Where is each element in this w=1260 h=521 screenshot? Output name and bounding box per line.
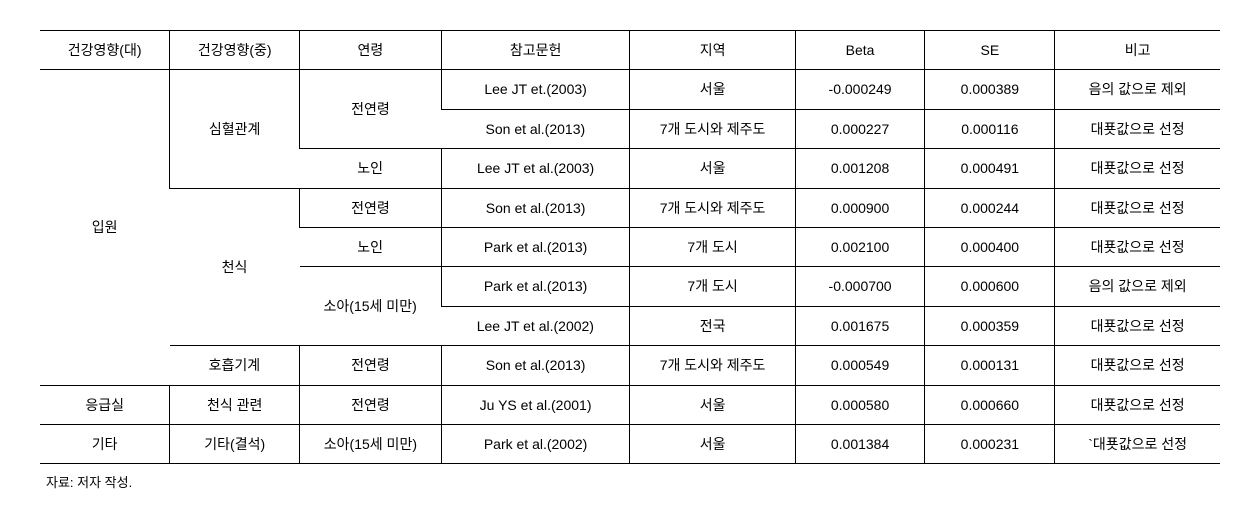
cell-ref: Park et al.(2013)	[441, 267, 630, 306]
col-header-cat1: 건강영향(대)	[40, 31, 170, 70]
col-header-age: 연령	[300, 31, 442, 70]
cell-age: 노인	[300, 149, 442, 188]
cell-beta: 0.000580	[795, 385, 925, 424]
cell-ref: Lee JT et al.(2002)	[441, 306, 630, 345]
cell-beta: 0.001384	[795, 424, 925, 463]
cell-se: 0.000600	[925, 267, 1055, 306]
cell-region: 7개 도시	[630, 267, 795, 306]
cell-region: 서울	[630, 70, 795, 109]
cell-cat1: 응급실	[40, 385, 170, 424]
cell-cat1: 입원	[40, 70, 170, 385]
cell-note: 대푯값으로 선정	[1055, 188, 1220, 227]
cell-cat2: 심혈관계	[170, 70, 300, 188]
cell-region: 서울	[630, 385, 795, 424]
col-header-ref: 참고문헌	[441, 31, 630, 70]
cell-se: 0.000116	[925, 109, 1055, 148]
cell-beta: 0.002100	[795, 227, 925, 266]
table-header-row: 건강영향(대)건강영향(중)연령참고문헌지역BetaSE비고	[40, 31, 1220, 70]
cell-se: 0.000660	[925, 385, 1055, 424]
cell-se: 0.000244	[925, 188, 1055, 227]
cell-beta: 0.001675	[795, 306, 925, 345]
table-row: 천식전연령Son et al.(2013)7개 도시와 제주도0.0009000…	[40, 188, 1220, 227]
cell-region: 서울	[630, 424, 795, 463]
cell-se: 0.000359	[925, 306, 1055, 345]
cell-note: 대푯값으로 선정	[1055, 109, 1220, 148]
cell-ref: Lee JT et.(2003)	[441, 70, 630, 109]
cell-cat1: 기타	[40, 424, 170, 463]
cell-beta: -0.000700	[795, 267, 925, 306]
cell-cat2: 기타(결석)	[170, 424, 300, 463]
col-header-note: 비고	[1055, 31, 1220, 70]
cell-se: 0.000389	[925, 70, 1055, 109]
cell-age: 노인	[300, 227, 442, 266]
cell-region: 서울	[630, 149, 795, 188]
cell-ref: Lee JT et al.(2003)	[441, 149, 630, 188]
cell-cat2: 천식 관련	[170, 385, 300, 424]
cell-age: 전연령	[300, 346, 442, 385]
cell-age: 전연령	[300, 70, 442, 149]
cell-note: 대푯값으로 선정	[1055, 149, 1220, 188]
cell-age: 전연령	[300, 385, 442, 424]
cell-beta: 0.000227	[795, 109, 925, 148]
cell-note: 음의 값으로 제외	[1055, 70, 1220, 109]
cell-region: 7개 도시와 제주도	[630, 109, 795, 148]
col-header-region: 지역	[630, 31, 795, 70]
cell-ref: Son et al.(2013)	[441, 109, 630, 148]
cell-ref: Park et al.(2013)	[441, 227, 630, 266]
table-row: 응급실천식 관련전연령Ju YS et al.(2001)서울0.0005800…	[40, 385, 1220, 424]
cell-age: 전연령	[300, 188, 442, 227]
col-header-beta: Beta	[795, 31, 925, 70]
cell-beta: 0.001208	[795, 149, 925, 188]
cell-ref: Son et al.(2013)	[441, 346, 630, 385]
cell-region: 7개 도시와 제주도	[630, 346, 795, 385]
cell-note: 대푯값으로 선정	[1055, 346, 1220, 385]
col-header-se: SE	[925, 31, 1055, 70]
cell-note: 음의 값으로 제외	[1055, 267, 1220, 306]
cell-age: 소아(15세 미만)	[300, 424, 442, 463]
cell-region: 전국	[630, 306, 795, 345]
cell-region: 7개 도시	[630, 227, 795, 266]
cell-ref: Ju YS et al.(2001)	[441, 385, 630, 424]
table-row: 기타기타(결석)소아(15세 미만)Park et al.(2002)서울0.0…	[40, 424, 1220, 463]
cell-ref: Park et al.(2002)	[441, 424, 630, 463]
cell-age: 소아(15세 미만)	[300, 267, 442, 346]
cell-se: 0.000131	[925, 346, 1055, 385]
cell-beta: -0.000249	[795, 70, 925, 109]
table-row: 입원심혈관계전연령Lee JT et.(2003)서울-0.0002490.00…	[40, 70, 1220, 109]
cell-se: 0.000400	[925, 227, 1055, 266]
col-header-cat2: 건강영향(중)	[170, 31, 300, 70]
cell-ref: Son et al.(2013)	[441, 188, 630, 227]
cell-beta: 0.000900	[795, 188, 925, 227]
cell-note: 대푯값으로 선정	[1055, 385, 1220, 424]
cell-note: `대푯값으로 선정	[1055, 424, 1220, 463]
cell-note: 대푯값으로 선정	[1055, 227, 1220, 266]
cell-cat2: 호흡기계	[170, 346, 300, 385]
table-row: 호흡기계전연령Son et al.(2013)7개 도시와 제주도0.00054…	[40, 346, 1220, 385]
cell-se: 0.000491	[925, 149, 1055, 188]
cell-cat2: 천식	[170, 188, 300, 346]
cell-note: 대푯값으로 선정	[1055, 306, 1220, 345]
table-source-note: 자료: 저자 작성.	[40, 472, 1220, 491]
health-effects-table: 건강영향(대)건강영향(중)연령참고문헌지역BetaSE비고 입원심혈관계전연령…	[40, 30, 1220, 464]
cell-region: 7개 도시와 제주도	[630, 188, 795, 227]
cell-beta: 0.000549	[795, 346, 925, 385]
cell-se: 0.000231	[925, 424, 1055, 463]
